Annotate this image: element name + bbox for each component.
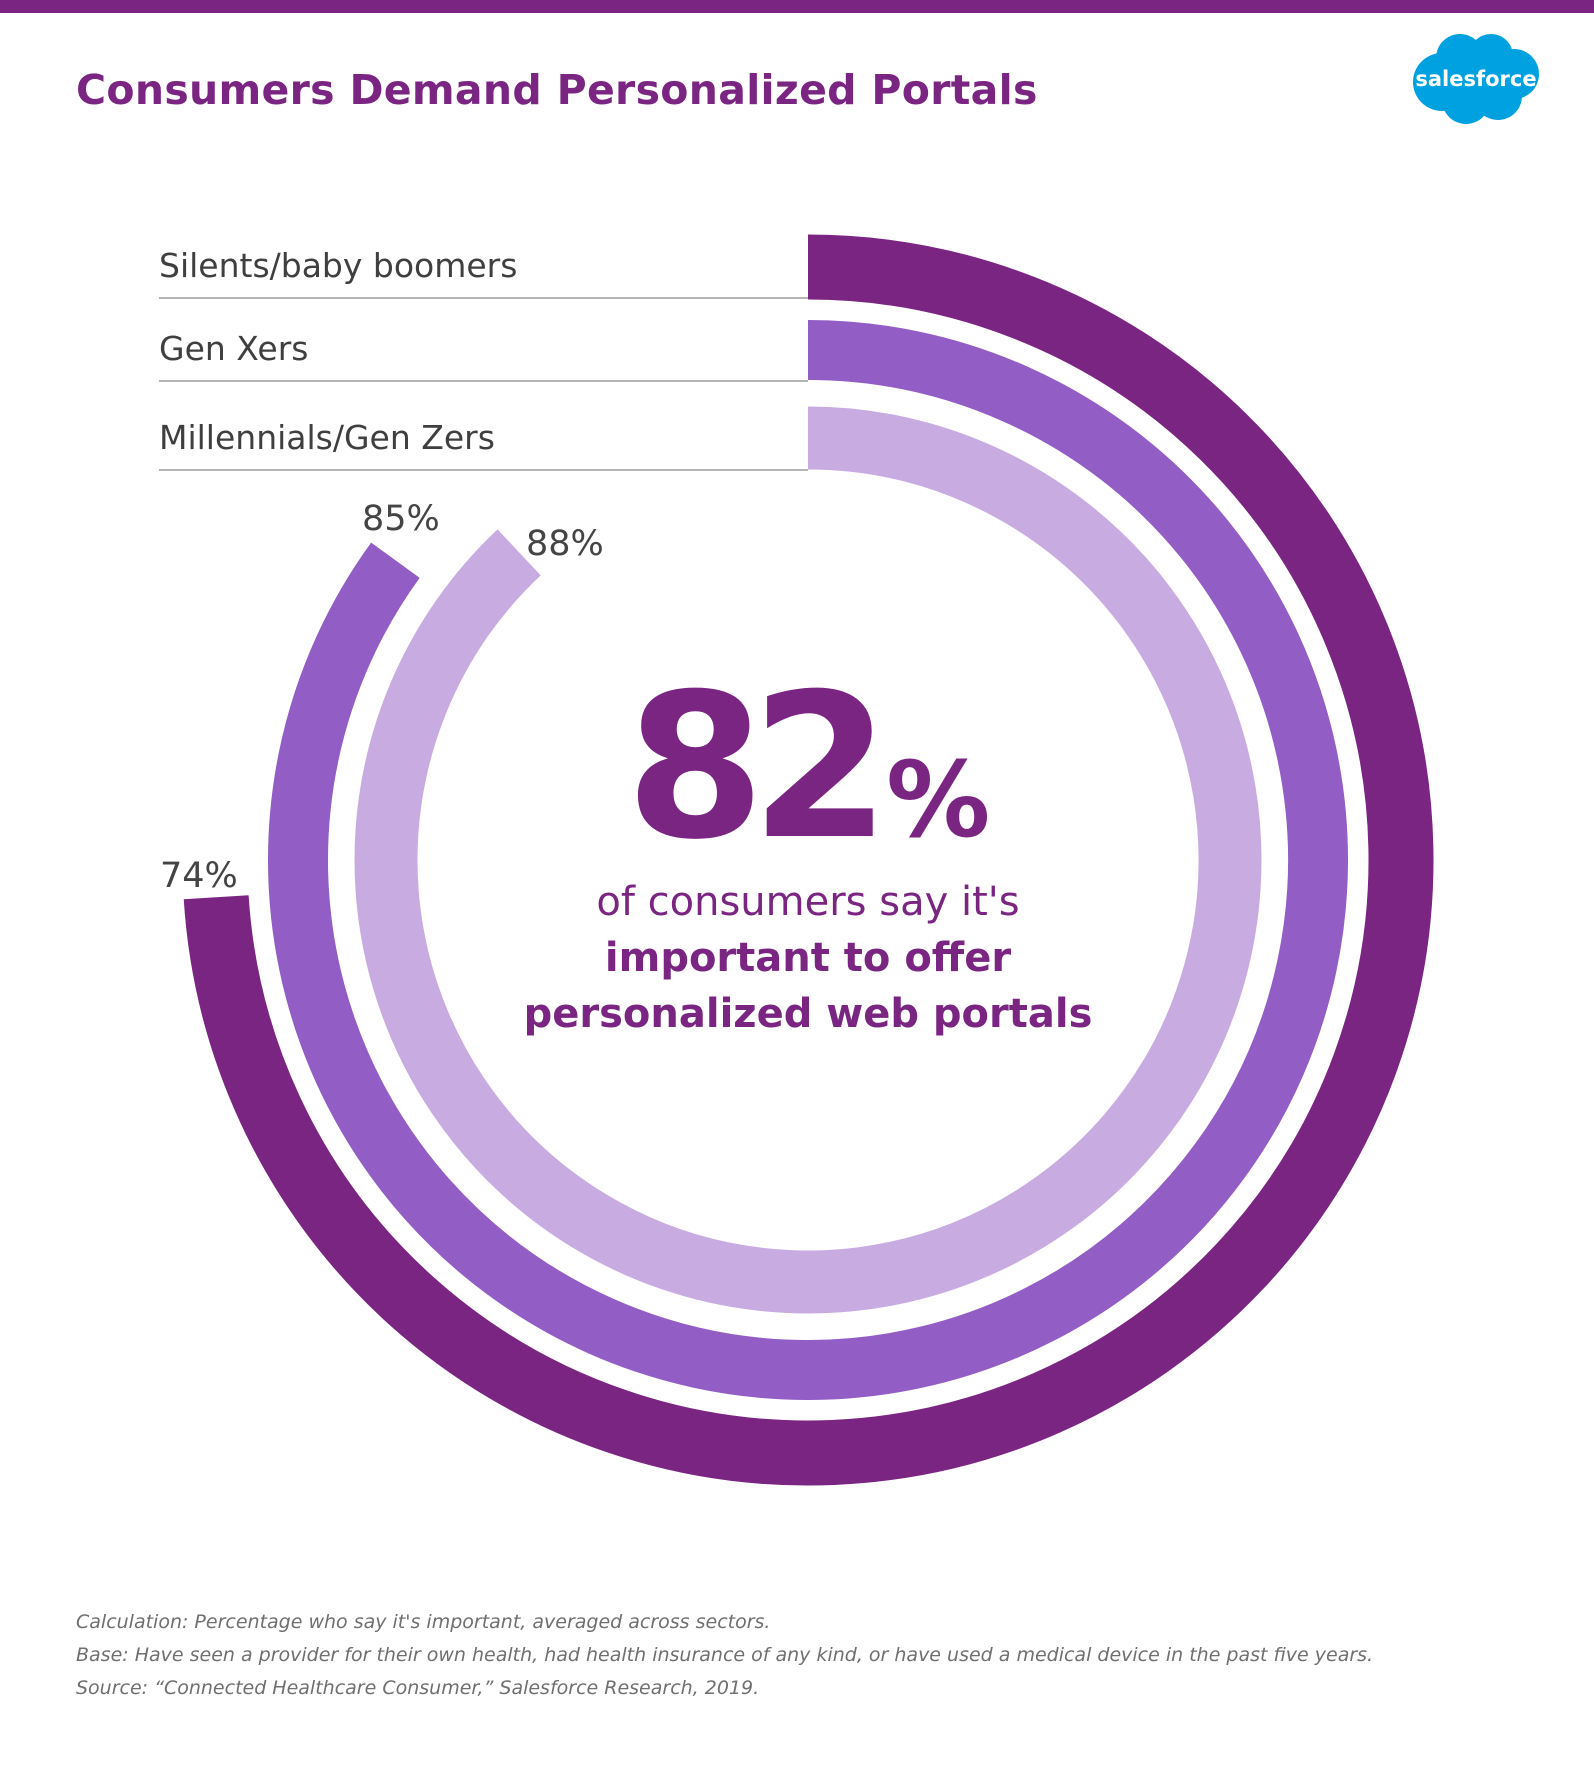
legend-item-millennials: Millennials/Gen Zers [159, 407, 808, 471]
value-label-millennials: 88% [526, 524, 604, 564]
legend-label: Silents/baby boomers [159, 246, 518, 285]
legend-item-gen-x: Gen Xers [159, 319, 808, 382]
footnote-source: Source: “Connected Healthcare Consumer,”… [76, 1677, 760, 1699]
value-label-silents: 74% [160, 856, 238, 896]
legend-label: Gen Xers [159, 329, 309, 368]
page-title: Consumers Demand Personalized Portals [76, 66, 1038, 114]
arc-silents [183, 234, 1434, 1486]
headline-stat-value: 82 [625, 651, 890, 884]
stat-description-line-2: important to offer [604, 935, 1012, 981]
footnote-base: Base: Have seen a provider for their own… [76, 1644, 1374, 1666]
cloud-logo-icon: salesforce [1413, 34, 1539, 124]
footnote-calculation: Calculation: Percentage who say it's imp… [76, 1611, 771, 1633]
headline-stat-unit: % [886, 739, 991, 861]
legend-label: Millennials/Gen Zers [159, 418, 495, 457]
logo-text: salesforce [1415, 67, 1536, 91]
value-label-gen-x: 85% [362, 499, 440, 539]
legend-item-silents: Silents/baby boomers [159, 234, 808, 299]
salesforce-logo: salesforce [1408, 30, 1542, 126]
footnotes: Calculation: Percentage who say it's imp… [76, 1606, 1373, 1705]
stat-description-line-3: personalized web portals [523, 991, 1093, 1037]
top-accent-bar [0, 0, 1594, 13]
arc-millennials [354, 406, 1262, 1314]
headline-stat: 82% [0, 668, 1594, 900]
arc-gen-x [268, 320, 1348, 1400]
stat-description-line-1: of consumers say it's [596, 879, 1020, 925]
